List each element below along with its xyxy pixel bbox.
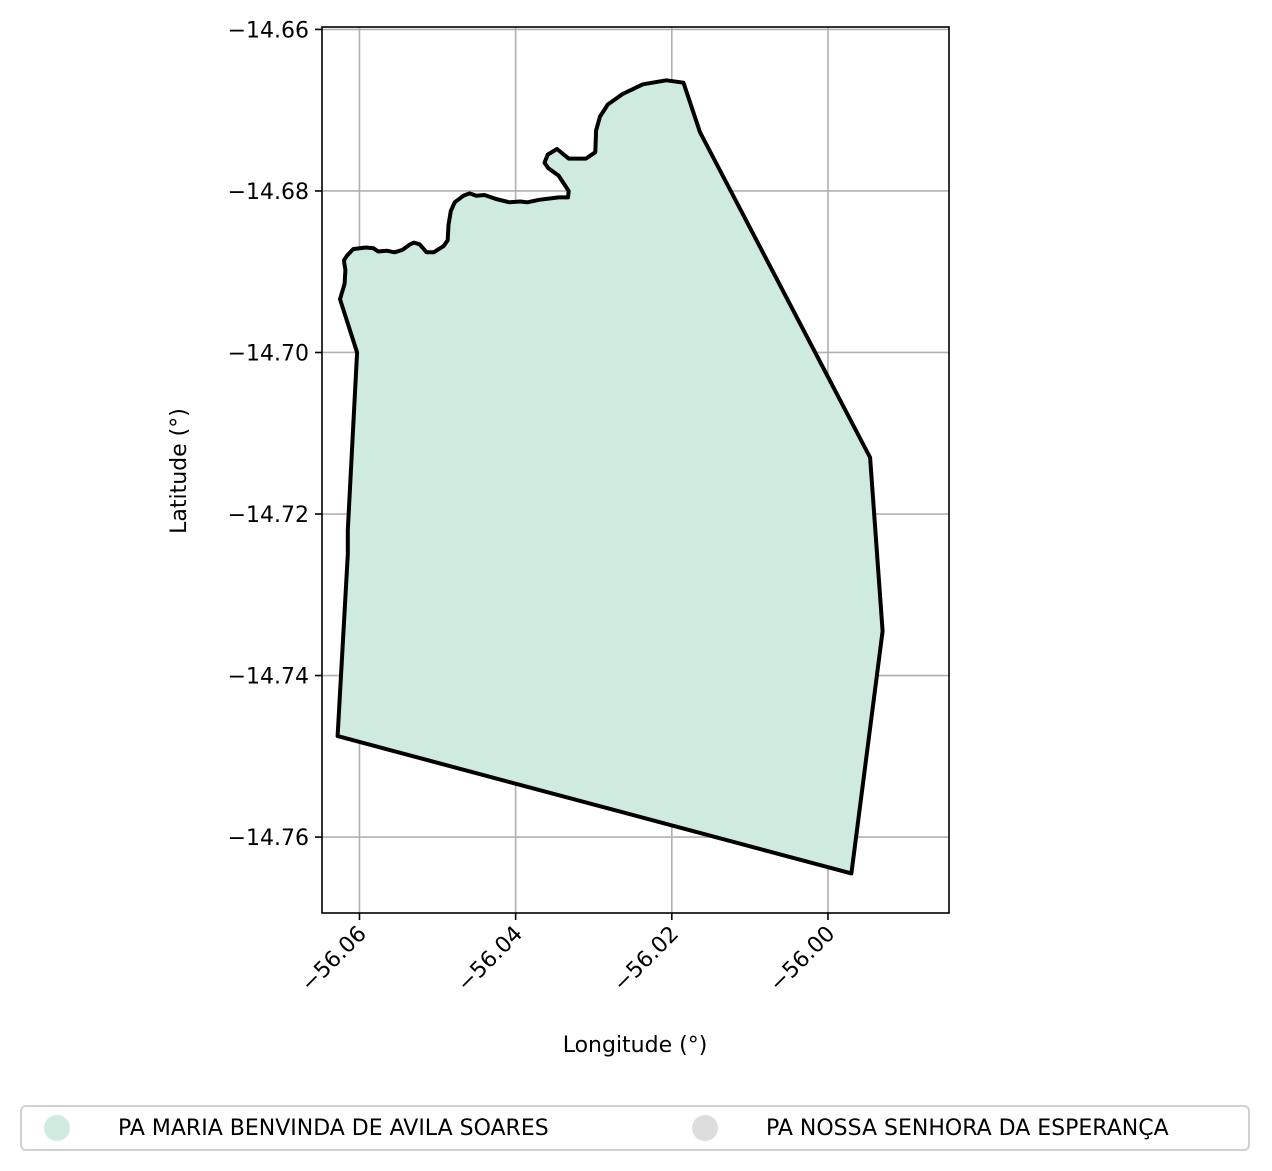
x-tick-label: −56.02 [609,922,684,997]
polygon-layer [335,78,885,876]
plot-frame [321,26,950,914]
legend-item-maria-benvinda: PA MARIA BENVINDA DE AVILA SOARES [44,1107,549,1149]
legend-marker-nossa-senhora [692,1115,718,1141]
y-axis-label: Latitude (°) [167,408,192,534]
y-tick-label: −14.66 [228,18,309,43]
y-tick-label: −14.70 [228,341,309,366]
x-axis-label: Longitude (°) [563,1033,708,1058]
x-tick-label: −56.04 [453,922,528,997]
legend: PA MARIA BENVINDA DE AVILA SOARES PA NOS… [20,1105,1250,1151]
y-tick-label: −14.68 [228,180,309,205]
y-tick-label: −14.76 [228,826,309,851]
legend-item-nossa-senhora: PA NOSSA SENHORA DA ESPERANÇA [692,1107,1169,1149]
settlement-polygon [335,78,885,876]
y-tick-label: −14.72 [228,503,309,528]
x-tick-label: −56.00 [765,922,840,997]
legend-label-nossa-senhora: PA NOSSA SENHORA DA ESPERANÇA [766,1115,1169,1141]
x-tick-label: −56.06 [296,922,371,997]
map-figure: −56.06 −56.04 −56.02 −56.00 −14.66 −14.68 −14.… [167,18,950,1058]
legend-label-maria-benvinda: PA MARIA BENVINDA DE AVILA SOARES [118,1115,549,1141]
legend-marker-maria-benvinda [44,1115,70,1141]
y-tick-label: −14.74 [228,665,309,690]
